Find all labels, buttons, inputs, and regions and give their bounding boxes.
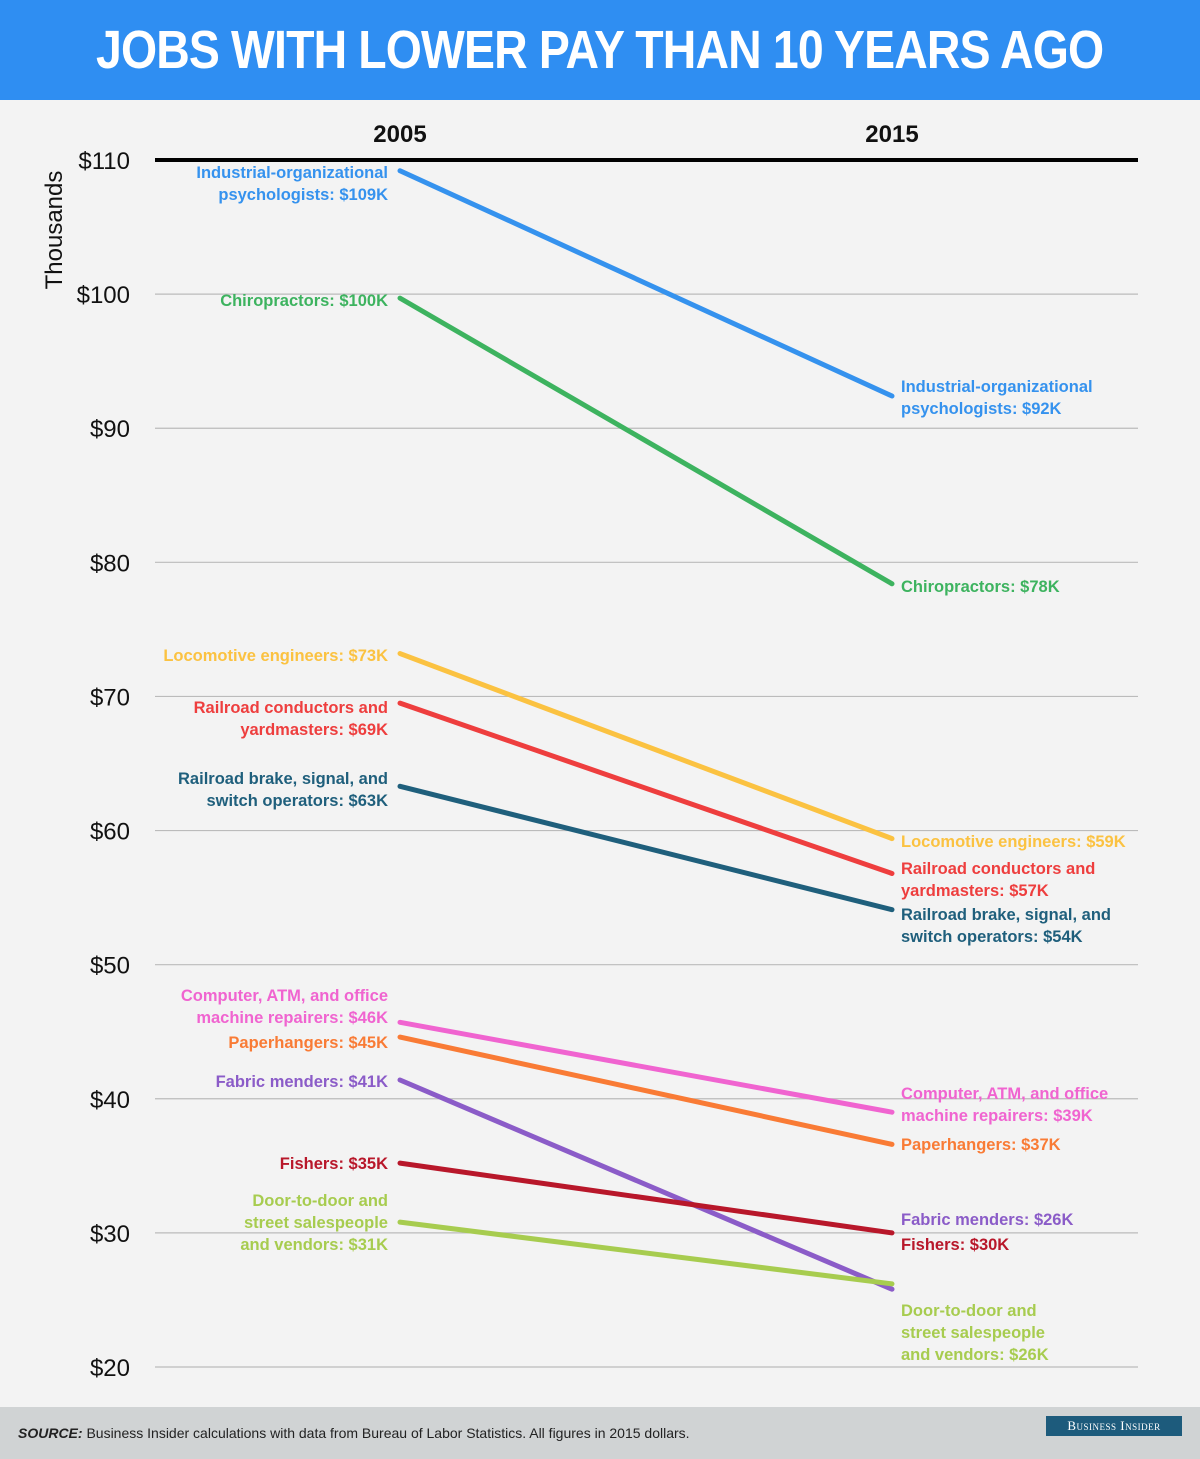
y-tick-label: $60 [90,819,130,846]
data-label-2015: Fishers: $30K [901,1236,1009,1254]
page-title: JOBS WITH LOWER PAY THAN 10 YEARS AGO [96,20,1104,80]
series-line [397,1019,895,1115]
data-label-2005: Railroad conductors and [194,699,388,717]
data-label-2005: switch operators: $63K [206,792,388,810]
data-label-2005: Railroad brake, signal, and [178,770,388,788]
series-line [397,783,895,913]
data-label-2005: Industrial-organizational [196,164,388,182]
y-tick-label: $100 [77,282,130,309]
data-label-2015: Computer, ATM, and office [901,1085,1108,1103]
data-label-2015: Chiropractors: $78K [901,578,1060,596]
data-label-2005: Locomotive engineers: $73K [163,647,388,665]
y-axis-label: Thousands [41,171,68,290]
y-tick-label: $50 [90,953,130,980]
y-tick-label: $20 [90,1355,130,1382]
footer: SOURCE: Business Insider calculations wi… [0,1407,1200,1459]
data-label-2015: Paperhangers: $37K [901,1136,1061,1154]
source-note: SOURCE: Business Insider calculations wi… [18,1425,690,1441]
y-tick-label: $90 [90,416,130,443]
x-tick-label: 2015 [865,121,918,148]
data-label-2015: Fabric menders: $26K [901,1211,1073,1229]
series-line [397,168,895,399]
data-label-2005: Door-to-door and [252,1192,388,1210]
y-tick-label: $110 [78,148,130,175]
data-label-2005: Paperhangers: $45K [228,1034,388,1052]
y-tick-label: $80 [90,550,130,577]
data-label-2015: yardmasters: $57K [901,882,1049,900]
data-label-2015: Door-to-door and [901,1302,1037,1320]
series-line [397,1077,895,1292]
header-banner: JOBS WITH LOWER PAY THAN 10 YEARS AGO [0,0,1200,100]
data-label-2005: Fishers: $35K [280,1155,388,1173]
business-insider-logo: Business Insider [1046,1416,1182,1436]
data-label-2005: Chiropractors: $100K [220,292,388,310]
data-label-2015: street salespeople [901,1324,1045,1342]
series-line [397,651,895,842]
x-tick-label: 2005 [373,121,426,148]
data-label-2015: Industrial-organizational [901,378,1093,396]
data-label-2005: psychologists: $109K [218,186,388,204]
data-label-2015: Locomotive engineers: $59K [901,833,1126,851]
data-label-2015: Railroad brake, signal, and [901,906,1111,924]
series-line [397,1219,895,1287]
series-line [397,295,895,587]
source-label: SOURCE: [18,1425,83,1441]
data-label-2015: machine repairers: $39K [901,1107,1093,1125]
data-label-2015: switch operators: $54K [901,928,1083,946]
data-label-2015: and vendors: $26K [901,1346,1049,1364]
data-label-2005: street salespeople [244,1214,388,1232]
series-line [397,1160,895,1236]
y-tick-label: $70 [90,684,130,711]
data-label-2005: and vendors: $31K [240,1236,388,1254]
source-text: Business Insider calculations with data … [82,1425,690,1441]
data-label-2005: Computer, ATM, and office [181,987,388,1005]
slope-chart: $20 $30 $40 $50 $60 $70 $80 $90 $100 $110 Thousand… [41,121,1138,1382]
data-label-2005: yardmasters: $69K [240,721,388,739]
data-label-2005: machine repairers: $46K [196,1009,388,1027]
series-line [397,1034,895,1147]
y-tick-label: $30 [90,1221,130,1248]
y-tick-label: $40 [90,1087,130,1114]
data-label-2015: psychologists: $92K [901,400,1062,418]
data-label-2005: Fabric menders: $41K [216,1073,388,1091]
chart-area: $20 $30 $40 $50 $60 $70 $80 $90 $100 $110 Thousand… [0,100,1200,1407]
series-line [397,700,895,876]
data-label-2015: Railroad conductors and [901,860,1095,878]
